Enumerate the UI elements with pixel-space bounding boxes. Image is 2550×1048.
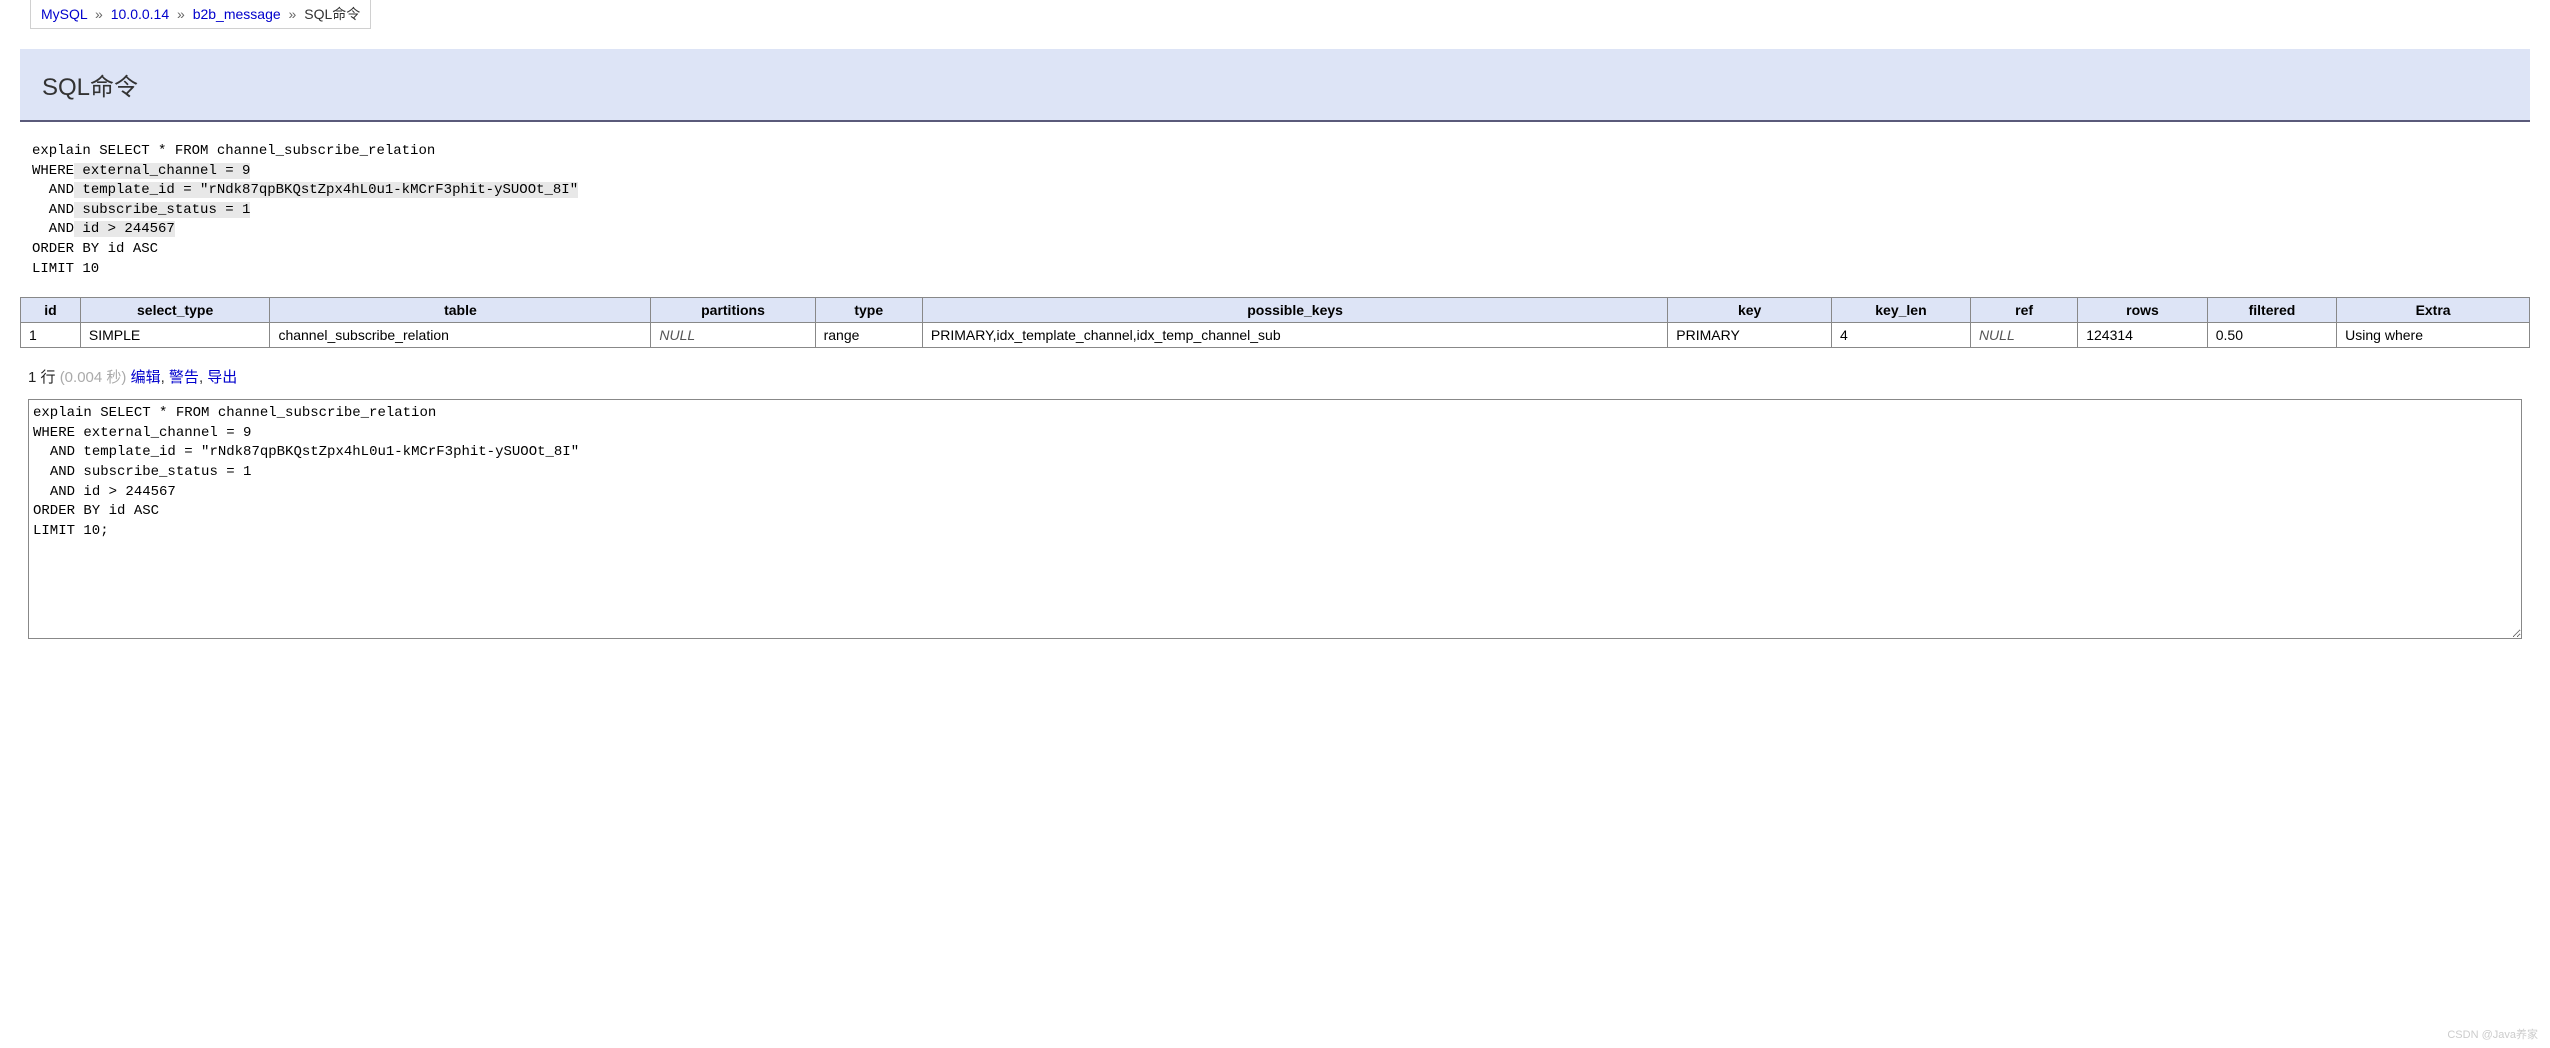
- col-select-type[interactable]: select_type: [80, 298, 270, 323]
- edit-link[interactable]: 编辑: [131, 369, 161, 386]
- sql-kw: WHERE: [32, 163, 74, 179]
- sql-kw: AND: [32, 202, 74, 218]
- table-header-row: id select_type table partitions type pos…: [21, 298, 2530, 323]
- breadcrumb-sep: »: [289, 6, 297, 22]
- cell-filtered: 0.50: [2207, 323, 2336, 348]
- sql-line: explain SELECT * FROM channel_subscribe_…: [32, 143, 435, 159]
- cell-table: channel_subscribe_relation: [270, 323, 651, 348]
- col-partitions[interactable]: partitions: [651, 298, 815, 323]
- sql-editor[interactable]: [28, 399, 2522, 639]
- cell-key-len: 4: [1831, 323, 1970, 348]
- title-bar: SQL命令: [20, 49, 2530, 122]
- page-title: SQL命令: [42, 67, 2508, 102]
- table-row: 1 SIMPLE channel_subscribe_relation NULL…: [21, 323, 2530, 348]
- query-time: (0.004 秒): [60, 369, 127, 386]
- sql-display: explain SELECT * FROM channel_subscribe_…: [32, 142, 2522, 279]
- breadcrumb-host[interactable]: 10.0.0.14: [111, 6, 169, 22]
- col-id[interactable]: id: [21, 298, 81, 323]
- cell-possible-keys: PRIMARY,idx_template_channel,idx_temp_ch…: [922, 323, 1667, 348]
- sql-line: LIMIT 10: [32, 261, 99, 277]
- sql-cond: subscribe_status = 1: [74, 202, 250, 218]
- sql-line: ORDER BY id ASC: [32, 241, 158, 257]
- watermark: CSDN @Java养家: [2447, 1026, 2538, 1042]
- cell-rows: 124314: [2078, 323, 2208, 348]
- warn-link[interactable]: 警告: [169, 369, 199, 386]
- cell-extra: Using where: [2337, 323, 2530, 348]
- cell-ref: NULL: [1970, 323, 2077, 348]
- breadcrumb: MySQL » 10.0.0.14 » b2b_message » SQL命令: [30, 0, 371, 29]
- breadcrumb-db[interactable]: b2b_message: [193, 6, 281, 22]
- col-table[interactable]: table: [270, 298, 651, 323]
- col-possible-keys[interactable]: possible_keys: [922, 298, 1667, 323]
- sql-kw: AND: [32, 221, 74, 237]
- cell-key: PRIMARY: [1668, 323, 1832, 348]
- breadcrumb-current: SQL命令: [304, 6, 360, 22]
- result-table: id select_type table partitions type pos…: [20, 297, 2530, 348]
- sql-kw: AND: [32, 182, 74, 198]
- col-filtered[interactable]: filtered: [2207, 298, 2336, 323]
- col-key-len[interactable]: key_len: [1831, 298, 1970, 323]
- col-extra[interactable]: Extra: [2337, 298, 2530, 323]
- status-line: 1 行 (0.004 秒) 编辑, 警告, 导出: [28, 366, 2522, 387]
- breadcrumb-mysql[interactable]: MySQL: [41, 6, 87, 22]
- cell-select-type: SIMPLE: [80, 323, 270, 348]
- rows-count: 1 行: [28, 369, 56, 386]
- sql-cond: external_channel = 9: [74, 163, 250, 179]
- col-key[interactable]: key: [1668, 298, 1832, 323]
- cell-type: range: [815, 323, 922, 348]
- export-link[interactable]: 导出: [207, 369, 237, 386]
- col-ref[interactable]: ref: [1970, 298, 2077, 323]
- col-type[interactable]: type: [815, 298, 922, 323]
- breadcrumb-sep: »: [177, 6, 185, 22]
- col-rows[interactable]: rows: [2078, 298, 2208, 323]
- cell-id: 1: [21, 323, 81, 348]
- sql-cond: id > 244567: [74, 221, 175, 237]
- link-sep: ,: [161, 369, 169, 386]
- sql-cond: template_id = "rNdk87qpBKQstZpx4hL0u1-kM…: [74, 182, 578, 198]
- breadcrumb-sep: »: [95, 6, 103, 22]
- cell-partitions: NULL: [651, 323, 815, 348]
